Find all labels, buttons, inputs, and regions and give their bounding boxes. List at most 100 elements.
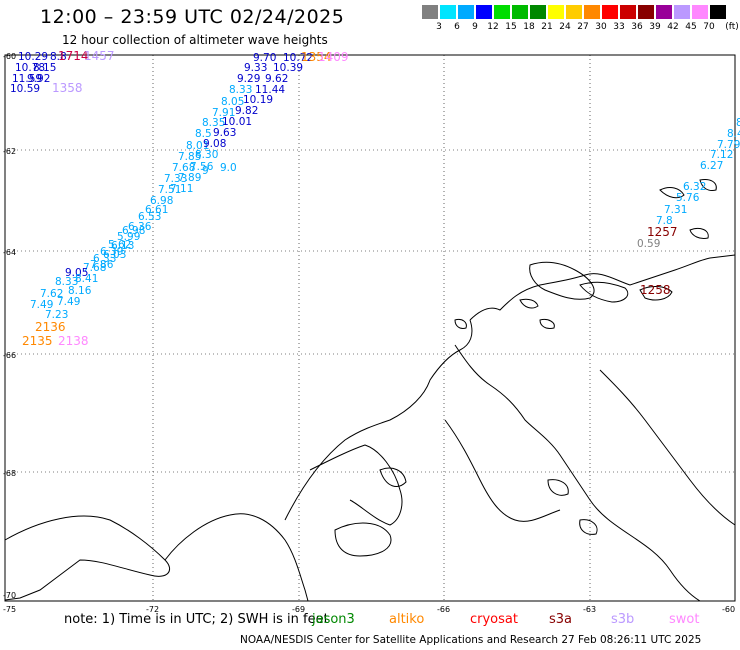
legend-label: 42 — [667, 22, 679, 32]
legend-label: 24 — [559, 22, 571, 32]
observation-label: 8.05 — [221, 96, 244, 108]
satellite-name: altiko — [389, 612, 425, 627]
lat-label: -64 — [3, 248, 16, 257]
legend-label: 70 — [703, 22, 715, 32]
observation-label: 8.35 — [202, 117, 225, 129]
observation-label: 6.03 — [103, 249, 126, 261]
lon-label: -75 — [3, 605, 16, 614]
observation-label: 7.12 — [710, 149, 733, 161]
observation-label: 7.51 — [158, 184, 181, 196]
lon-label: -72 — [146, 605, 159, 614]
legend-swatch — [674, 5, 690, 19]
observation-label: 7.56 — [190, 161, 214, 173]
lat-label: -62 — [3, 147, 16, 156]
observation-label: 1358 — [52, 81, 83, 95]
observation-label: 7.68 — [172, 162, 195, 174]
observation-label: 1354 — [301, 50, 332, 64]
legend-swatch — [494, 5, 510, 19]
observation-label: 10.72 — [283, 52, 313, 64]
observation-label: 6.98 — [150, 195, 173, 207]
observation-label: 8.33 — [55, 276, 78, 288]
legend-swatch — [638, 5, 654, 19]
observation-label: 8.30 — [195, 149, 218, 161]
observation-label: 7.31 — [664, 204, 687, 216]
observation-label: 8.5 — [195, 128, 212, 140]
legend-label: 27 — [577, 22, 589, 32]
observation-label: 0.59 — [637, 238, 660, 250]
observation-label: 2138 — [58, 334, 89, 348]
observation-label: 1257 — [647, 225, 678, 239]
observation-label: 7.33 — [164, 173, 187, 185]
observation-label: 8.8 — [50, 51, 67, 63]
legend-unit: (ft) — [725, 22, 739, 32]
observation-label: 8.41 — [75, 273, 98, 285]
legend-swatch — [692, 5, 708, 19]
observation-label: 7.49 — [30, 299, 53, 311]
legend-label: 18 — [523, 22, 535, 32]
legend-swatch — [530, 5, 546, 19]
legend-swatch — [620, 5, 636, 19]
map-subtitle: 12 hour collection of altimeter wave hei… — [62, 33, 328, 47]
observation-label: 6.98 — [122, 225, 145, 237]
observation-label: 9.92 — [27, 73, 50, 85]
legend-label: 39 — [649, 22, 661, 32]
observation-label: 7.91 — [212, 107, 235, 119]
observation-label: 10.78 — [15, 62, 45, 74]
observation-label: 5.76 — [676, 192, 700, 204]
observation-label: 9.63 — [213, 127, 236, 139]
observation-label: 6.61 — [145, 204, 168, 216]
legend-label: 33 — [613, 22, 625, 32]
observation-label: 8.16 — [68, 285, 92, 297]
legend-label: 21 — [541, 22, 553, 32]
lat-label: -70 — [3, 591, 16, 600]
legend-swatch — [566, 5, 582, 19]
observation-label: 8.33 — [229, 84, 252, 96]
observation-label: 7.85 — [178, 151, 201, 163]
legend-label: 30 — [595, 22, 607, 32]
legend-label: 15 — [505, 22, 517, 32]
satellite-name: s3b — [611, 612, 635, 627]
observation-label: 6.33 — [93, 253, 116, 265]
observation-label: 9.33 — [244, 62, 267, 74]
observation-label: 9.70 — [253, 52, 276, 64]
lat-labels: -60 -62 -64 -66 -68 -70 — [3, 52, 16, 600]
observation-label: 7.79 — [717, 139, 740, 151]
observation-label: 2135 — [22, 334, 53, 348]
satellite-name: cryosat — [470, 612, 518, 627]
observation-label: 7.68 — [83, 262, 106, 274]
lat-label: -68 — [3, 469, 16, 478]
legend-label: 6 — [454, 22, 460, 32]
observation-label: 7.86 — [90, 259, 114, 271]
observation-label: 2136 — [35, 320, 66, 334]
observation-label: 7.49 — [57, 296, 80, 308]
legend-swatch — [710, 5, 726, 19]
observation-label: 7.23 — [45, 309, 68, 321]
legend-label: 3 — [436, 22, 442, 32]
coastline — [4, 179, 736, 602]
legend-swatch — [422, 5, 438, 19]
map-frame — [4, 54, 736, 602]
lon-labels: -75 -72 -69 -66 -63 -60 — [3, 605, 735, 614]
observation-label: 7.8 — [656, 215, 673, 227]
legend-label: 9 — [472, 22, 478, 32]
observation-label: 11.44 — [255, 84, 285, 96]
observation-label: 8.43 — [727, 128, 740, 140]
lon-label: -63 — [583, 605, 596, 614]
satellite-name: s3a — [549, 612, 573, 627]
observation-label: 7.62 — [40, 288, 63, 300]
observation-label: 7.89 — [178, 172, 201, 184]
legend-swatch — [512, 5, 528, 19]
observation-label: 8.01 — [186, 140, 209, 152]
observation-label: 1714 — [58, 49, 89, 63]
legend-label: 12 — [487, 22, 499, 32]
satellite-name: jason3 — [312, 612, 355, 627]
observation-label: 6.32 — [683, 181, 706, 193]
lon-label: -69 — [292, 605, 305, 614]
legend-swatch — [602, 5, 618, 19]
observation-label: 10.59 — [10, 83, 40, 95]
observation-label: 7.11 — [170, 183, 193, 195]
legend-label: 45 — [685, 22, 697, 32]
observation-label: 9.29 — [237, 73, 260, 85]
